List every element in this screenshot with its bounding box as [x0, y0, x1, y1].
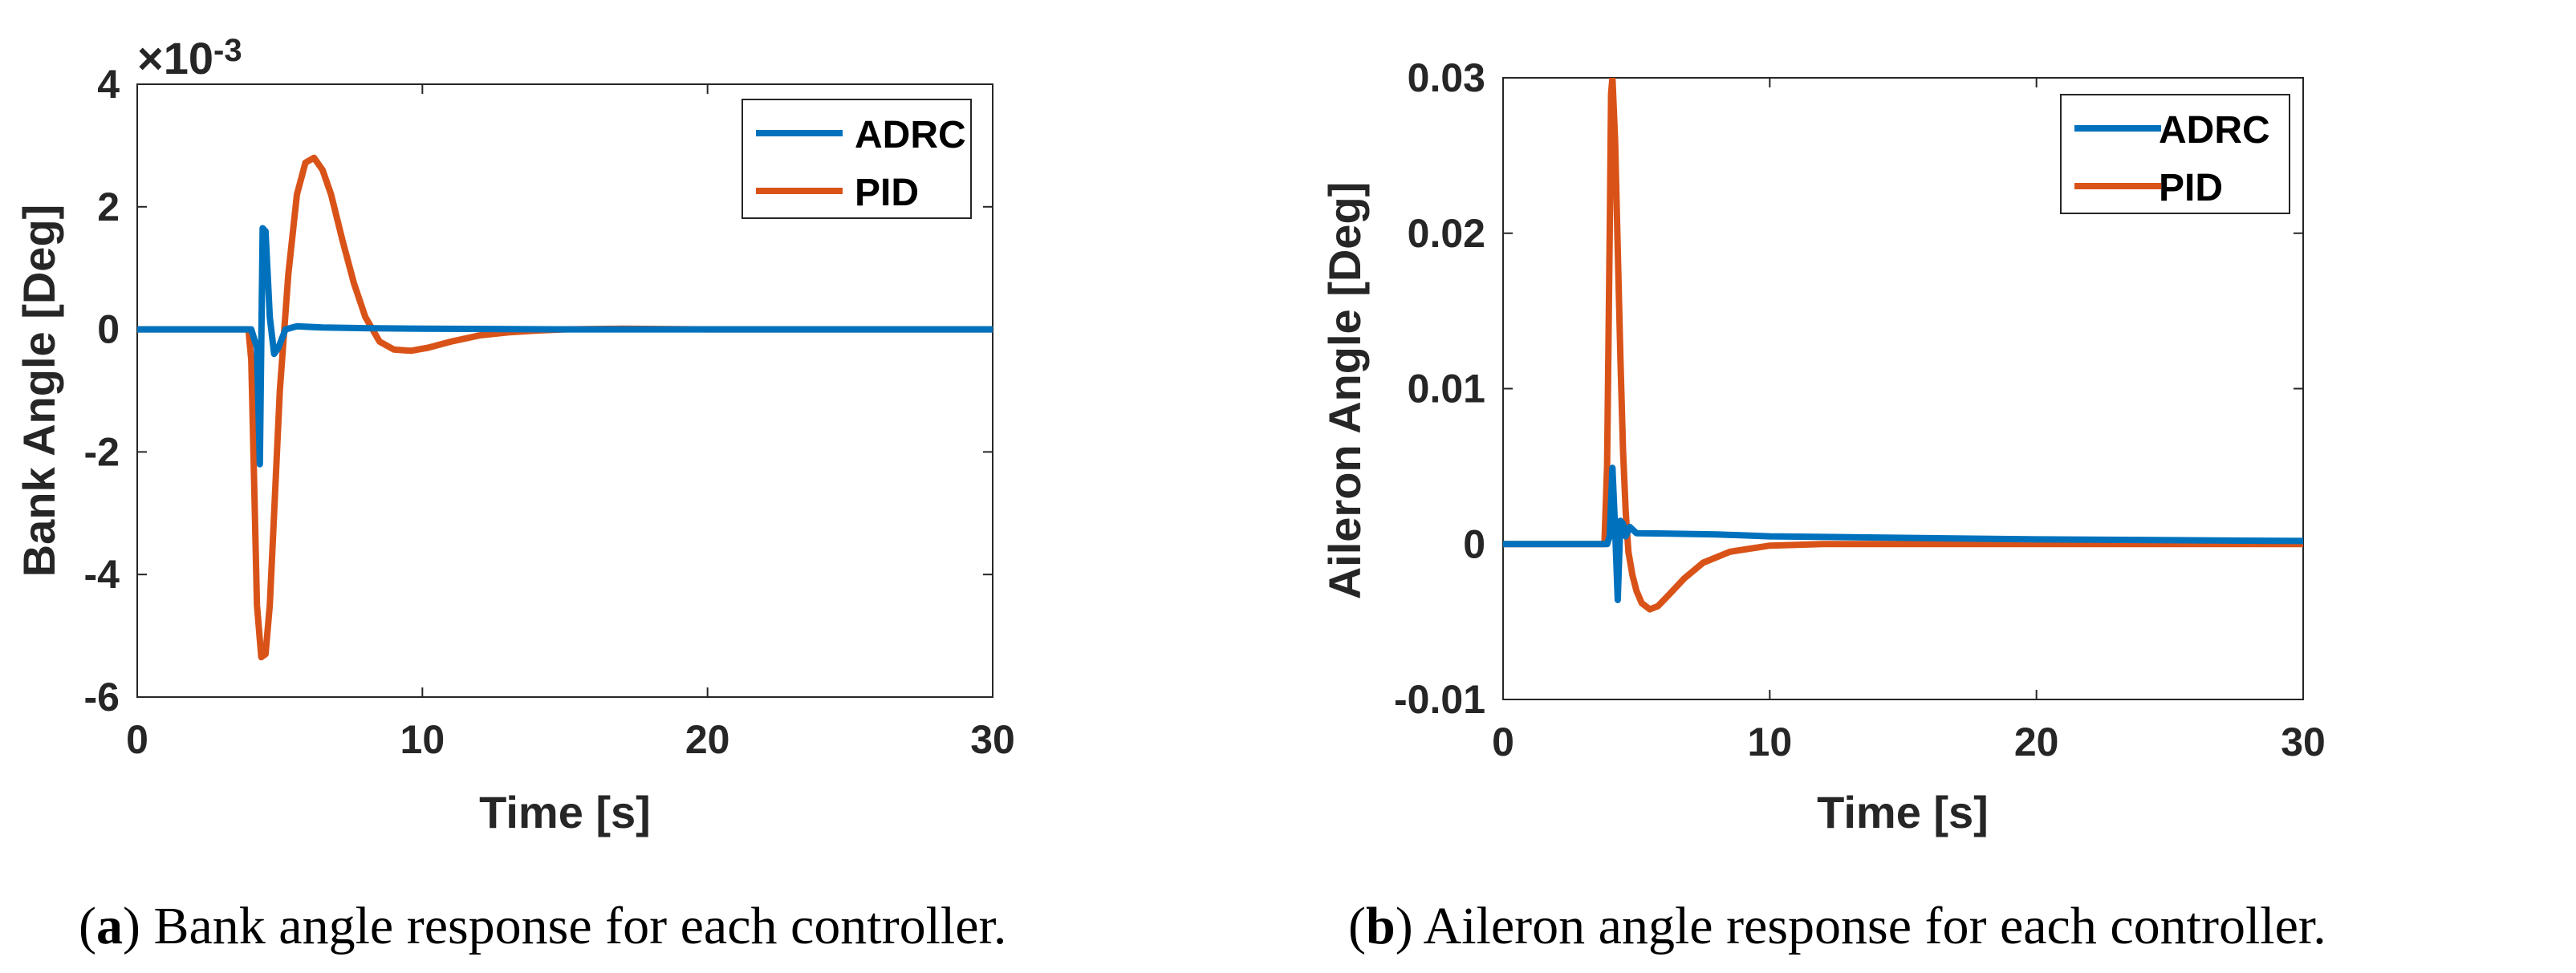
legend-label-adrc: ADRC	[855, 114, 966, 156]
bank-angle-chart: 0 10 20 30 -6 -4 -2 0 2 4 ×10-3 Time [s] Bank Ang…	[14, 33, 1015, 955]
x-tick-label: 0	[126, 717, 148, 762]
y-tick-label: 4	[97, 62, 120, 107]
y-tick-label: 0.01	[1408, 367, 1485, 411]
legend-box	[2060, 94, 2290, 214]
series-line-pid	[137, 154, 993, 661]
x-tick-label: 30	[2281, 720, 2326, 764]
x-tick-label: 10	[1748, 720, 1793, 764]
y-tick-label: 0	[97, 307, 120, 352]
x-axis-label: Time [s]	[1817, 787, 1989, 837]
y-tick-label: -4	[84, 552, 120, 597]
axis-ticks: 0 10 20 30 -6 -4 -2 0 2 4	[84, 62, 1015, 762]
x-tick-label: 20	[2014, 720, 2059, 764]
y-tick-label: 0.02	[1408, 211, 1485, 256]
x-tick-label: 0	[1492, 720, 1514, 764]
x-tick-label: 10	[400, 717, 445, 762]
caption: (b) Aileron angle response for each cont…	[1348, 897, 2326, 955]
series-lines	[137, 154, 993, 661]
y-axis-label: Bank Angle [Deg]	[14, 205, 64, 578]
y-tick-label: 2	[97, 184, 120, 229]
x-axis-label: Time [s]	[479, 787, 651, 837]
y-tick-label: 0.03	[1408, 55, 1485, 100]
legend-label-adrc: ADRC	[2159, 109, 2270, 152]
series-line-adrc	[137, 225, 993, 468]
y-tick-label: -0.01	[1394, 677, 1485, 722]
legend: ADRC PID	[742, 99, 972, 219]
x-tick-label: 20	[685, 717, 730, 762]
legend-label-pid: PID	[2159, 167, 2223, 209]
y-axis-exponent: ×10-3	[137, 33, 242, 83]
caption: (a) Bank angle response for each control…	[79, 897, 1006, 955]
series-lines	[1503, 78, 2303, 613]
y-axis-label: Aileron Angle [Deg]	[1319, 182, 1370, 600]
y-tick-label: 0	[1463, 521, 1485, 566]
x-tick-label: 30	[970, 717, 1015, 762]
series-line-pid	[1503, 78, 2303, 613]
y-tick-label: -6	[84, 675, 120, 720]
legend: ADRC PID	[2060, 94, 2290, 214]
legend-label-pid: PID	[855, 172, 919, 214]
legend-box	[742, 99, 972, 219]
series-line-adrc	[1503, 464, 2303, 603]
y-tick-label: -2	[84, 429, 120, 474]
